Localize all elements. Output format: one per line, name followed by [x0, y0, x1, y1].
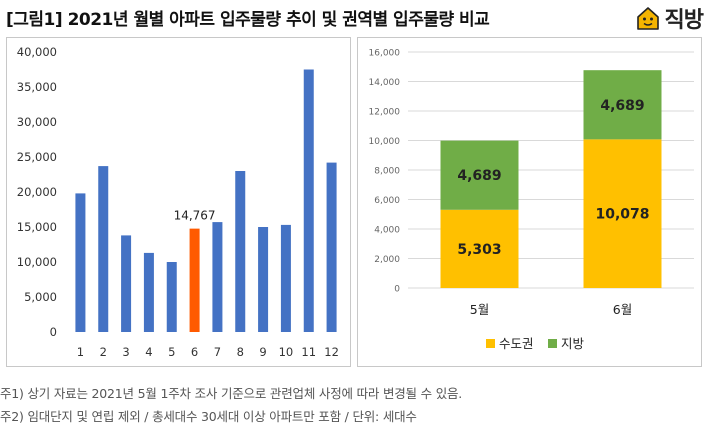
stacked-bar-capital-area: [583, 139, 662, 288]
bar: [166, 262, 177, 332]
y-tick-label: 10,000: [17, 255, 57, 269]
x-tick-label: 9: [259, 345, 266, 359]
bar: [326, 162, 337, 332]
bar: [212, 222, 223, 332]
y-tick-label: 14,000: [369, 78, 401, 88]
x-tick-label: 7: [214, 345, 221, 359]
y-tick-label: 40,000: [17, 45, 57, 59]
y-tick-label: 12,000: [369, 108, 401, 118]
y-tick-label: 0: [394, 285, 400, 295]
footnote-2: 주2) 임대단지 및 연립 제외 / 총세대수 30세대 이상 아파트만 포함 …: [0, 409, 417, 424]
data-label: 5,303: [457, 242, 501, 258]
bar: [303, 69, 314, 332]
zigbang-logo: 직방: [635, 3, 704, 33]
y-tick-label: 25,000: [17, 150, 57, 164]
house-face-icon: [636, 7, 659, 30]
y-tick-label: 15,000: [17, 220, 57, 234]
y-tick-label: 2,000: [374, 255, 400, 265]
x-tick-label: 1: [77, 345, 84, 359]
bar: [280, 224, 291, 332]
bar: [235, 171, 246, 332]
figure-title: [그림1] 2021년 월별 아파트 입주물량 추이 및 권역별 입주물량 비교: [6, 10, 490, 30]
x-tick-label: 2: [100, 345, 107, 359]
x-tick-label: 4: [145, 345, 152, 359]
x-tick-label: 10: [279, 345, 294, 359]
data-label: 10,078: [595, 207, 649, 223]
y-tick-label: 30,000: [17, 115, 57, 129]
monthly-supply-chart: 0 5,000 10,000 15,000 20,000 25,000 30,000 35,0…: [6, 37, 351, 367]
highlight-data-label: 14,767: [174, 209, 216, 223]
y-tick-label: 4,000: [374, 226, 400, 236]
highlight-bar: [189, 228, 200, 332]
y-tick-label: 10,000: [369, 137, 401, 147]
stacked-bar-provinces: [583, 70, 662, 140]
data-label: 4,689: [457, 168, 501, 184]
footnote-1: 주1) 상기 자료는 2021년 5월 1주차 조사 기준으로 관련업체 사정에…: [0, 386, 463, 401]
x-tick-label: 12: [324, 345, 339, 359]
y-tick-label: 16,000: [369, 49, 401, 59]
data-label: 4,689: [600, 98, 644, 114]
y-tick-label: 5,000: [24, 290, 57, 304]
y-tick-label: 0: [50, 325, 57, 339]
x-tick-label: 3: [122, 345, 129, 359]
y-tick-label: 35,000: [17, 80, 57, 94]
legend-swatch: [486, 339, 495, 348]
bar: [143, 252, 154, 332]
y-tick-label: 6,000: [374, 196, 400, 206]
y-tick-label: 20,000: [17, 185, 57, 199]
monthly-supply-chart-svg: 0 5,000 10,000 15,000 20,000 25,000 30,000 35,0…: [17, 45, 339, 359]
bar: [258, 227, 269, 332]
bar: [121, 235, 132, 332]
logo-text: 직방: [664, 8, 704, 33]
stacked-bar-provinces: [440, 140, 519, 210]
regional-supply-chart-svg: 0 2,000 4,000 6,000 8,000 10,000 12,000 14,000 1…: [369, 49, 694, 351]
x-tick-label: 6: [191, 345, 198, 359]
x-tick-label: 8: [237, 345, 244, 359]
x-tick-label: 11: [301, 345, 316, 359]
legend-swatch: [548, 339, 557, 348]
x-tick-label: 5월: [470, 302, 489, 317]
stacked-bar-capital-area: [440, 209, 519, 288]
legend-label: 수도권: [499, 336, 534, 351]
x-tick-label: 6월: [613, 302, 632, 317]
y-tick-label: 8,000: [374, 167, 400, 177]
bar: [75, 193, 86, 332]
x-tick-label: 5: [168, 345, 175, 359]
bar: [98, 166, 109, 332]
legend-label: 지방: [561, 336, 585, 351]
regional-supply-chart: 0 2,000 4,000 6,000 8,000 10,000 12,000 14,000 1…: [357, 37, 702, 367]
